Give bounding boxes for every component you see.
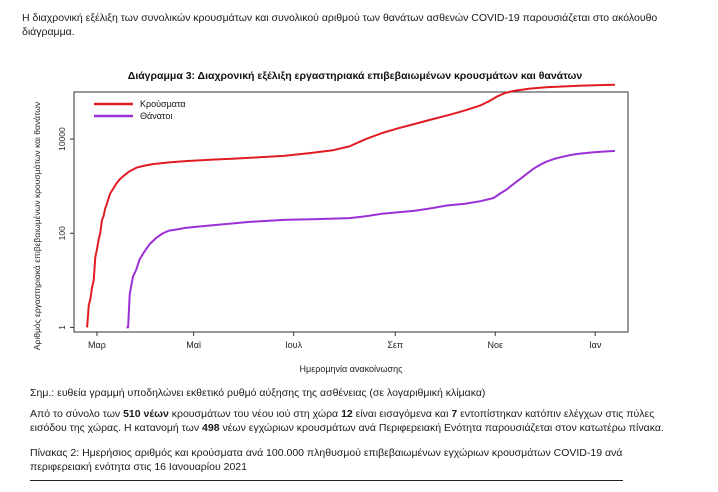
para-text-5: νέων εγχώριων κρουσμάτων ανά Περιφερειακ… [219, 422, 664, 434]
para-text-1: Από το σύνολο των [30, 408, 124, 420]
caption-divider [30, 480, 623, 481]
y-axis-title: Αριθμός εργαστηριακά επιβεβαιωμένων κρου… [32, 102, 42, 350]
x-tick-label: Σεπ [387, 340, 403, 350]
para-text-4: εντοπίστηκαν κατόπιν ελέγχων στις πύλες … [30, 408, 655, 434]
x-tick-label: Μαρ [88, 340, 106, 350]
chart-note: Σημ.: ευθεία γραμμή υποδηλώνει εκθετικό … [30, 387, 486, 399]
intro-paragraph: Η διαχρονική εξέλιξη των συνολικών κρουσ… [22, 12, 658, 38]
y-tick-label: 1 [57, 325, 67, 330]
cases-deaths-chart: Διάγραμμα 3: Διαχρονική εξέλιξη εργαστηρ… [32, 70, 629, 374]
legend-label-deaths: Θάνατοι [140, 111, 172, 121]
y-tick-label: 10000 [57, 127, 67, 151]
legend-label-cases: Κρούσματα [140, 99, 186, 109]
para-bold-imported: 12 [341, 408, 353, 420]
x-axis-title: Ημερομηνία ανακοίνωσης [300, 364, 404, 374]
para-bold-domestic: 498 [202, 422, 220, 434]
x-tick-label: Νοε [487, 340, 503, 350]
series-line-cases [86, 83, 615, 328]
plot-frame [73, 91, 629, 333]
chart-legend: Κρούσματα Θάνατοι [94, 99, 186, 121]
x-tick-label: Ιουλ [285, 340, 302, 350]
chart-title: Διάγραμμα 3: Διαχρονική εξέλιξη εργαστηρ… [128, 70, 583, 82]
para-text-2: κρουσμάτων του νέου ιού στη χώρα [168, 408, 342, 420]
para-text-3: είναι εισαγόμενα και [352, 408, 452, 420]
para-bold-border: 7 [451, 408, 458, 420]
summary-paragraph: Από το σύνολο των 510 νέων κρουσμάτων το… [30, 407, 680, 435]
y-tick-label: 100 [57, 226, 67, 240]
para-bold-new-cases: 510 νέων [123, 408, 169, 420]
x-tick-label: Μαϊ [186, 340, 202, 350]
series-line-deaths [126, 149, 615, 329]
x-tick-label: Ιαν [589, 340, 602, 350]
table-caption: Πίνακας 2: Ημερήσιος αριθμός και κρούσμα… [30, 447, 623, 473]
